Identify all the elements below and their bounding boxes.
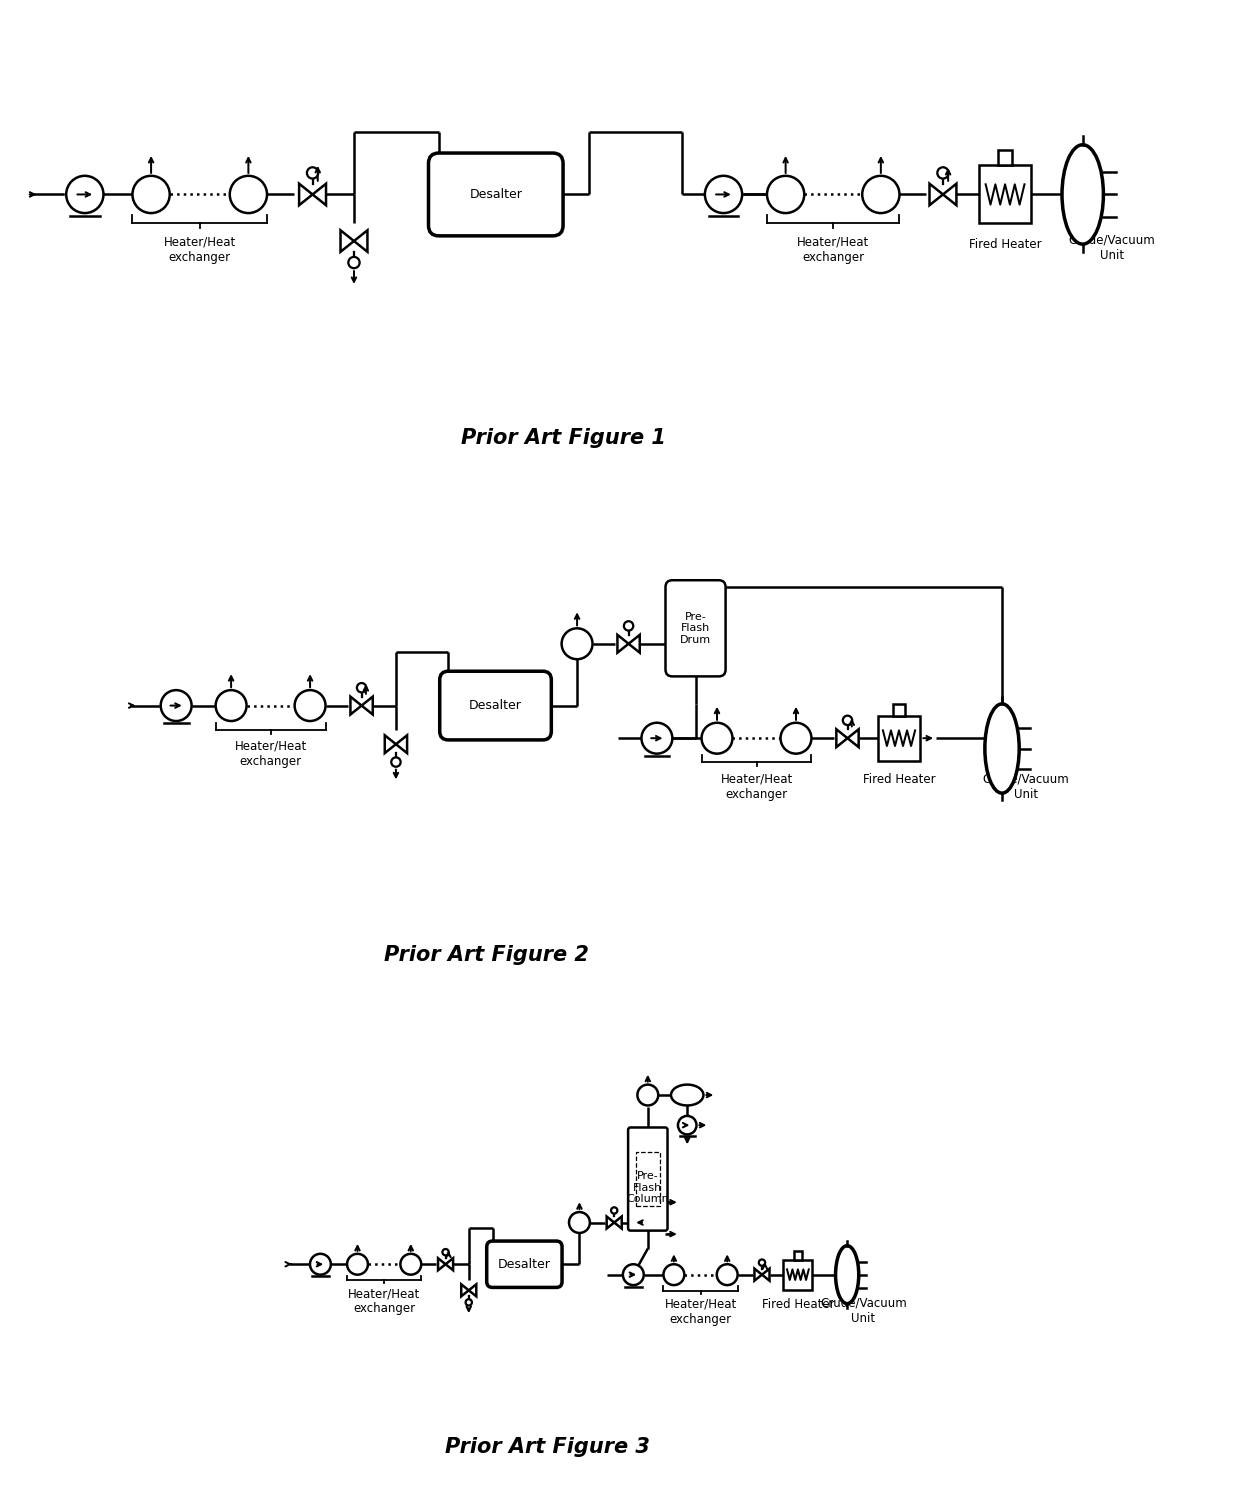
Polygon shape: [396, 735, 407, 753]
Polygon shape: [353, 231, 367, 251]
Circle shape: [759, 1259, 765, 1266]
FancyBboxPatch shape: [487, 1241, 562, 1287]
Text: Desalter: Desalter: [469, 699, 522, 713]
Polygon shape: [836, 729, 847, 747]
Circle shape: [392, 757, 401, 766]
Bar: [980, 166, 1030, 223]
Circle shape: [780, 723, 811, 753]
Circle shape: [641, 723, 672, 753]
Polygon shape: [629, 635, 640, 653]
Polygon shape: [930, 184, 942, 205]
Circle shape: [717, 1265, 738, 1284]
Bar: [784, 1259, 812, 1290]
Polygon shape: [445, 1257, 453, 1271]
Circle shape: [161, 690, 192, 722]
Text: Prior Art Figure 2: Prior Art Figure 2: [384, 945, 589, 964]
Ellipse shape: [1061, 145, 1104, 244]
Text: Fired Heater: Fired Heater: [863, 772, 935, 786]
Circle shape: [348, 257, 360, 268]
Circle shape: [347, 1254, 368, 1274]
Polygon shape: [384, 735, 396, 753]
Bar: [878, 716, 920, 760]
FancyBboxPatch shape: [440, 671, 552, 740]
Text: Fired Heater: Fired Heater: [761, 1298, 835, 1311]
Polygon shape: [606, 1217, 614, 1229]
Polygon shape: [754, 1268, 761, 1281]
Circle shape: [216, 690, 247, 722]
Circle shape: [704, 175, 743, 213]
Circle shape: [637, 1085, 658, 1105]
Circle shape: [66, 175, 103, 213]
Circle shape: [611, 1207, 618, 1214]
Bar: [893, 704, 905, 716]
Text: Crude/Vacuum
Unit: Crude/Vacuum Unit: [820, 1296, 906, 1325]
Ellipse shape: [671, 1085, 703, 1105]
Circle shape: [562, 629, 593, 659]
Text: Heater/Heat
exchanger: Heater/Heat exchanger: [234, 740, 306, 768]
Polygon shape: [942, 184, 956, 205]
Polygon shape: [299, 184, 312, 205]
Circle shape: [624, 621, 634, 630]
Circle shape: [937, 168, 949, 178]
Polygon shape: [341, 231, 353, 251]
FancyBboxPatch shape: [666, 581, 725, 677]
Circle shape: [622, 1265, 644, 1284]
Circle shape: [702, 723, 733, 753]
Text: Crude/Vacuum
Unit: Crude/Vacuum Unit: [1069, 234, 1156, 262]
Text: Prior Art Figure 3: Prior Art Figure 3: [445, 1437, 650, 1457]
Text: Pre-
Flash
Drum: Pre- Flash Drum: [680, 612, 711, 645]
Polygon shape: [618, 635, 629, 653]
FancyBboxPatch shape: [629, 1127, 667, 1231]
Text: Prior Art Figure 1: Prior Art Figure 1: [460, 428, 666, 448]
Polygon shape: [469, 1284, 476, 1296]
Circle shape: [663, 1265, 684, 1284]
Circle shape: [295, 690, 326, 722]
Ellipse shape: [985, 704, 1019, 793]
Circle shape: [678, 1115, 697, 1135]
Text: Desalter: Desalter: [498, 1257, 551, 1271]
Bar: [794, 1251, 802, 1259]
Polygon shape: [438, 1257, 445, 1271]
Text: Crude/Vacuum
Unit: Crude/Vacuum Unit: [982, 772, 1069, 801]
Text: Heater/Heat
exchanger: Heater/Heat exchanger: [665, 1298, 737, 1326]
Polygon shape: [614, 1217, 621, 1229]
Polygon shape: [351, 696, 362, 714]
Ellipse shape: [836, 1246, 859, 1304]
Text: Heater/Heat
exchanger: Heater/Heat exchanger: [348, 1287, 420, 1316]
Circle shape: [569, 1213, 590, 1234]
Text: Pre-
Flash
Column: Pre- Flash Column: [626, 1171, 670, 1205]
Circle shape: [229, 175, 267, 213]
Text: Heater/Heat
exchanger: Heater/Heat exchanger: [720, 772, 792, 801]
Circle shape: [768, 175, 805, 213]
Circle shape: [310, 1254, 331, 1274]
Polygon shape: [362, 696, 373, 714]
Circle shape: [401, 1254, 422, 1274]
Text: Heater/Heat
exchanger: Heater/Heat exchanger: [797, 237, 869, 263]
Polygon shape: [461, 1284, 469, 1296]
Bar: [998, 150, 1012, 166]
Polygon shape: [312, 184, 326, 205]
Bar: [636, 1153, 660, 1207]
Circle shape: [465, 1299, 472, 1305]
Text: Fired Heater: Fired Heater: [968, 238, 1042, 251]
Circle shape: [308, 168, 319, 178]
Text: Desalter: Desalter: [470, 189, 522, 201]
Text: Heater/Heat
exchanger: Heater/Heat exchanger: [164, 237, 236, 263]
Circle shape: [443, 1248, 449, 1256]
Polygon shape: [761, 1268, 770, 1281]
Circle shape: [862, 175, 899, 213]
Circle shape: [843, 716, 852, 725]
FancyBboxPatch shape: [429, 153, 563, 237]
Circle shape: [357, 683, 366, 693]
Polygon shape: [847, 729, 858, 747]
Circle shape: [133, 175, 170, 213]
